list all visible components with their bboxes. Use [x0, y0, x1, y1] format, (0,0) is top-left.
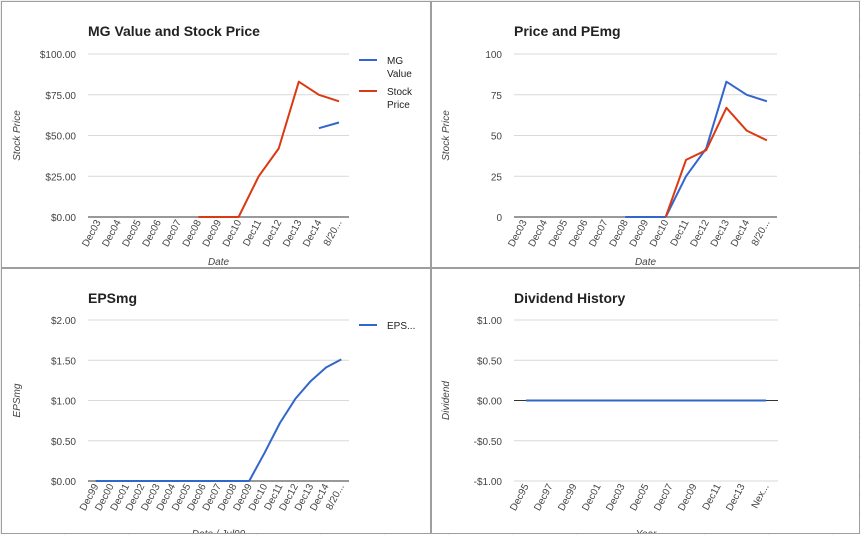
x-axis-label: Date [208, 257, 230, 268]
x-tick-label: Dec95 [508, 482, 531, 513]
chart-panel-dividend-history[interactable]: Dividend History -$1.00 -$0.50 $0.00 $0.50 $1… [431, 268, 860, 534]
epsmg-chart-svg: EPSmg$0.00$0.50$1.00$1.50$2.00Dec99Dec00… [12, 290, 415, 534]
x-axis-label: Year [636, 529, 657, 534]
x-tick-label: Dec01 [580, 482, 603, 513]
x-tick-label: Dec07 [652, 482, 675, 513]
y-tick-label: $0.50 [51, 437, 76, 448]
chart-panel-epsmg[interactable]: EPSmg $0.00 $0.50 $1.00 $1.50 $2.00 Dec99 Dec00… [1, 268, 431, 534]
legend-label: EPS... [387, 321, 415, 332]
y-tick-label: $25.00 [45, 172, 76, 183]
x-tick-label: Nex... [750, 482, 772, 510]
x-axis-label: Date / Jul99 [192, 529, 246, 534]
chart-panel-price-pemg[interactable]: Price and PEmg 0 25 50 75 100 Dec03 Dec04 Dec05 D… [431, 1, 860, 268]
y-tick-label: 25 [491, 172, 503, 183]
series-line-stock-price [625, 80, 768, 218]
y-tick-label: $0.50 [477, 356, 502, 367]
y-tick-label: -$0.50 [474, 437, 503, 448]
y-axis-label: Stock Price [12, 110, 23, 161]
chart-title: MG Value and Stock Price [88, 23, 260, 39]
y-tick-label: $1.00 [51, 397, 76, 408]
y-tick-label: 100 [485, 50, 502, 61]
series-line-mg-value [318, 121, 340, 130]
y-axis-label: Stock Price [441, 110, 452, 161]
x-tick-label: Dec13 [724, 482, 747, 513]
y-tick-label: 75 [491, 91, 503, 102]
series-line-pemg [664, 106, 768, 218]
x-tick-label: Dec03 [604, 482, 627, 513]
mg-value-chart-svg: MG Value and Stock Price $0.00 $25.00 $50.0… [12, 23, 413, 268]
chart-panel-mg-value-stock-price[interactable]: MG Value and Stock Price $0.00 $25.00 $50.0… [1, 1, 431, 268]
legend-label: Value [387, 69, 412, 80]
x-tick-label: Dec10 [221, 218, 244, 249]
x-tick-label: Dec10 [648, 218, 671, 249]
y-tick-label: 0 [496, 213, 502, 224]
y-axis-label: EPSmg [12, 383, 23, 417]
y-tick-label: $2.00 [51, 316, 76, 327]
y-tick-label: $1.00 [477, 316, 502, 327]
series-line-stock-price [198, 80, 340, 218]
y-tick-label: $50.00 [45, 132, 76, 143]
y-tick-label: $0.00 [51, 477, 76, 488]
legend-label: Stock [387, 87, 413, 98]
dividend-history-chart-svg: Dividend History -$1.00 -$0.50 $0.00 $0.50 $1… [441, 290, 778, 534]
y-tick-label: $75.00 [45, 91, 76, 102]
y-tick-label: $0.00 [51, 213, 76, 224]
x-tick-label: 8/20... [322, 218, 345, 248]
x-tick-label: Dec14 [301, 218, 324, 249]
y-tick-label: 50 [491, 132, 503, 143]
x-tick-label: Dec99 [556, 482, 579, 513]
chart-title: Dividend History [514, 290, 625, 306]
y-tick-label: $1.50 [51, 356, 76, 367]
chart-title: Price and PEmg [514, 23, 621, 39]
legend-label: MG [387, 56, 403, 67]
y-axis-label: Dividend [441, 381, 452, 420]
x-tick-label: 8/20... [750, 218, 773, 248]
y-tick-label: -$1.00 [474, 477, 503, 488]
y-tick-label: $100.00 [40, 50, 77, 61]
legend-label: Price [387, 100, 410, 111]
x-axis-label: Date [635, 257, 657, 268]
x-tick-label: Dec05 [628, 482, 651, 513]
chart-title: EPSmg [88, 290, 137, 306]
price-pemg-chart-svg: Price and PEmg0255075100Dec03Dec04Dec05D… [441, 23, 777, 268]
y-tick-label: $0.00 [477, 397, 502, 408]
x-tick-label: Dec11 [701, 482, 724, 512]
x-tick-label: Dec14 [729, 218, 752, 249]
series-line-eps- [95, 358, 342, 482]
x-tick-label: Dec97 [532, 482, 555, 513]
x-tick-label: Dec09 [676, 482, 699, 513]
